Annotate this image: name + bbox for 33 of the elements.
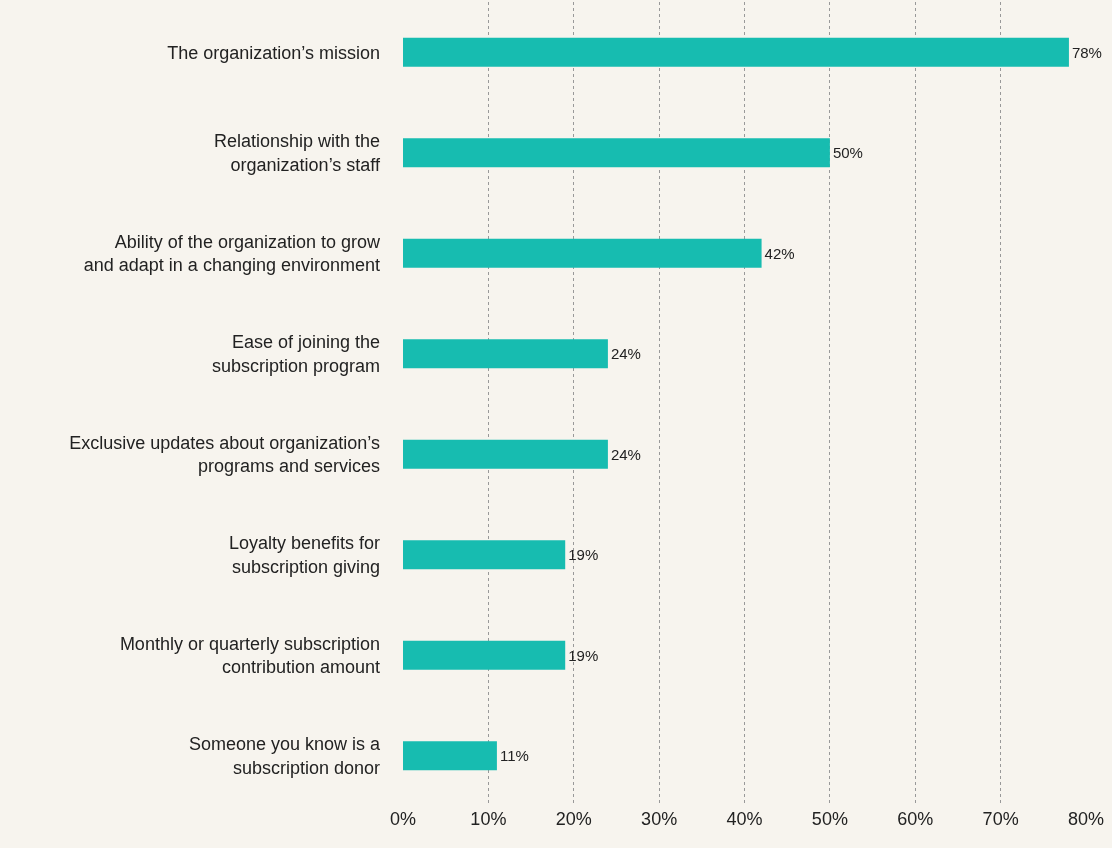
bar <box>403 640 566 670</box>
x-tick-label: 20% <box>555 809 592 829</box>
y-tick-label: Exclusive updates about organization’s programs and services <box>69 432 380 477</box>
data-label: 19% <box>568 646 599 664</box>
x-tick-label: 30% <box>641 809 678 829</box>
data-label: 24% <box>610 345 641 363</box>
x-tick-label: 50% <box>811 809 848 829</box>
y-tick-label: Relationship with the organization’s staff <box>213 131 381 175</box>
y-tick-label: Loyalty benefits for subscription giving <box>228 533 380 577</box>
x-tick-label: 60% <box>897 809 934 829</box>
bar <box>403 37 1069 67</box>
y-tick-label: Ease of joining the subscription program <box>211 332 380 376</box>
data-label: 11% <box>499 747 529 765</box>
data-label: 50% <box>832 144 863 162</box>
bar <box>403 339 608 369</box>
bar <box>403 741 497 771</box>
x-tick-label: 10% <box>470 809 507 829</box>
bar <box>403 138 830 168</box>
data-label: 24% <box>610 445 641 463</box>
y-tick-label: Monthly or quarterly subscription contribution amount <box>119 633 380 678</box>
data-label: 78% <box>1071 43 1102 61</box>
x-tick-label: 70% <box>982 809 1019 829</box>
y-tick-label: The organization’s mission <box>167 42 380 63</box>
y-tick-label: Someone you know is a subscription donor <box>188 734 381 778</box>
y-tick-label: Ability of the organization to grow and adapt in a changing environment <box>83 231 381 276</box>
data-label: 42% <box>764 244 795 262</box>
bar <box>403 439 608 469</box>
x-tick-label: 0% <box>389 809 417 829</box>
x-tick-label: 40% <box>726 809 763 829</box>
bar <box>403 540 566 570</box>
x-tick-label: 80% <box>1067 809 1105 829</box>
bar <box>403 238 762 268</box>
data-label: 19% <box>568 546 599 564</box>
